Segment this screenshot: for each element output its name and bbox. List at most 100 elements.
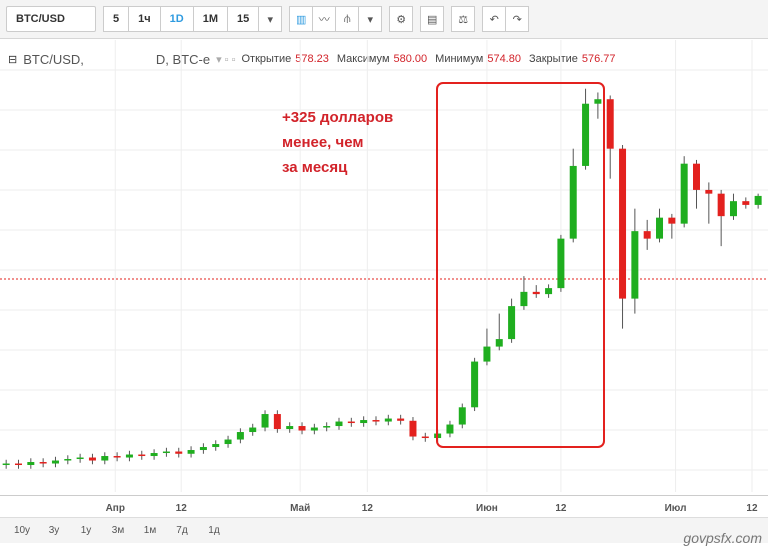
annotation: за месяц (282, 159, 348, 176)
interval-button[interactable]: 1ч (128, 6, 161, 32)
dropdown-button[interactable]: ▾ (258, 6, 283, 32)
candle-body (199, 447, 207, 451)
candle-body (323, 426, 331, 428)
line-chart-button[interactable]: 〰 (312, 6, 337, 32)
candle-body (236, 432, 244, 440)
candle-body (187, 450, 195, 454)
candle-body (51, 460, 59, 464)
x-tick-label: 12 (746, 503, 758, 514)
ohlc-value: 580.00 (393, 53, 428, 65)
candle-body (384, 418, 392, 422)
symbol-button[interactable]: BTC/USD (6, 6, 96, 32)
candle-body (335, 421, 343, 427)
ohlc-value: 576.77 (581, 53, 616, 65)
candle-body (162, 451, 170, 454)
candle-body (138, 454, 146, 457)
ohlc-label: Минимум (435, 53, 484, 65)
candle-body (298, 426, 306, 431)
candle-body (508, 306, 516, 340)
indicators-button[interactable]: ⫛ (335, 6, 360, 32)
candle-body (606, 99, 614, 149)
candle-body (27, 462, 35, 466)
candle-body (310, 427, 318, 431)
redo-button[interactable]: ↷ (505, 6, 530, 32)
candle-body (88, 457, 96, 461)
range-button[interactable]: 3м (111, 525, 125, 536)
annotation: +325 долларов (282, 109, 393, 126)
x-tick-label: Июн (476, 503, 498, 514)
candle-body (421, 436, 429, 439)
candle-body (125, 454, 133, 458)
ohlc-label: Максимум (336, 53, 390, 65)
interval-button[interactable]: 1М (192, 6, 228, 32)
interval-button[interactable]: 15 (226, 6, 260, 32)
candle-body (409, 420, 417, 437)
dropdown-button[interactable]: ▾ (358, 6, 383, 32)
interval-exchange: D, BTC-e (155, 51, 211, 67)
candle-body (446, 424, 454, 434)
x-tick-label: Июл (665, 503, 687, 514)
candle-body (397, 418, 405, 421)
candle-body (372, 420, 380, 422)
candle-body (717, 193, 725, 217)
candle-body (582, 103, 590, 166)
interval-button[interactable]: 1D (159, 6, 194, 32)
candle-body (113, 456, 121, 458)
candle-body (729, 201, 737, 217)
candle-body (14, 463, 22, 466)
candle-body (347, 421, 355, 424)
candle-body (594, 99, 602, 104)
compare-button[interactable]: ⚖ (451, 6, 476, 32)
candle-body (631, 231, 639, 299)
range-button[interactable]: 3y (48, 525, 60, 536)
collapse-icon[interactable]: ⊟ (8, 53, 18, 66)
candle-body (471, 361, 479, 408)
highlight-box (436, 82, 605, 448)
candle-body (175, 451, 183, 454)
candle-body (495, 339, 503, 347)
chart: +325 долларов менее, чем за месяц (0, 40, 768, 492)
toolbar: BTC/USD 5 1ч 1D 1М 15 ▾ ▥ 〰 ⫛ ▾ ⚙ ▤ ⚖ ↶ … (0, 0, 768, 39)
candle-body (520, 291, 528, 307)
undo-button[interactable]: ↶ (482, 6, 507, 32)
range-button[interactable]: 1д (208, 525, 220, 536)
candle-body (742, 201, 750, 205)
annotation: менее, чем (282, 134, 363, 151)
candle-body (249, 427, 257, 433)
x-axis: Апр 12 Май 12 Июн 12 Июл 12 (0, 495, 768, 514)
studies-button[interactable]: ▤ (420, 6, 445, 32)
ohlc-value: 578.23 (295, 53, 329, 65)
range-bar: 10y 3y 1y 3м 1м 7д 1д (0, 517, 768, 543)
settings-button[interactable]: ⚙ (389, 6, 414, 32)
candle-body (224, 439, 232, 445)
candle-body (286, 426, 294, 430)
range-button[interactable]: 1м (143, 525, 157, 536)
candle-body (569, 165, 577, 239)
ohlc-legend: Открытие 578.23 Максимум 580.00 Минимум 574.8… (242, 53, 620, 65)
candle-body (693, 163, 701, 190)
candle-body (619, 148, 627, 299)
ohlc-label: Открытие (241, 53, 292, 65)
candle-body (273, 414, 281, 430)
candle-body (150, 453, 158, 457)
candle-body (557, 238, 565, 289)
dropdown-icon[interactable]: ▾ ▫ ▫ (216, 53, 236, 66)
chart-header: ⊟ BTC/USD, D, BTC-e ▾ ▫ ▫ Открытие 578.23… (8, 50, 620, 68)
candle-body (483, 346, 491, 362)
candle-body (76, 457, 84, 460)
range-button[interactable]: 7д (176, 525, 188, 536)
x-tick-label: 12 (176, 503, 188, 514)
symbol-name: BTC/USD, (23, 51, 84, 67)
candle-body (64, 459, 72, 461)
range-button[interactable]: 1y (80, 525, 92, 536)
candle-body (101, 456, 109, 461)
x-tick-label: 12 (362, 503, 374, 514)
interval-button[interactable]: 5 (103, 6, 130, 32)
range-button[interactable]: 10y (13, 525, 31, 536)
candle-body (545, 288, 553, 295)
x-tick-label: 12 (555, 503, 567, 514)
x-tick-label: Май (290, 503, 310, 514)
candles-button[interactable]: ▥ (289, 6, 314, 32)
candle-body (668, 217, 676, 224)
